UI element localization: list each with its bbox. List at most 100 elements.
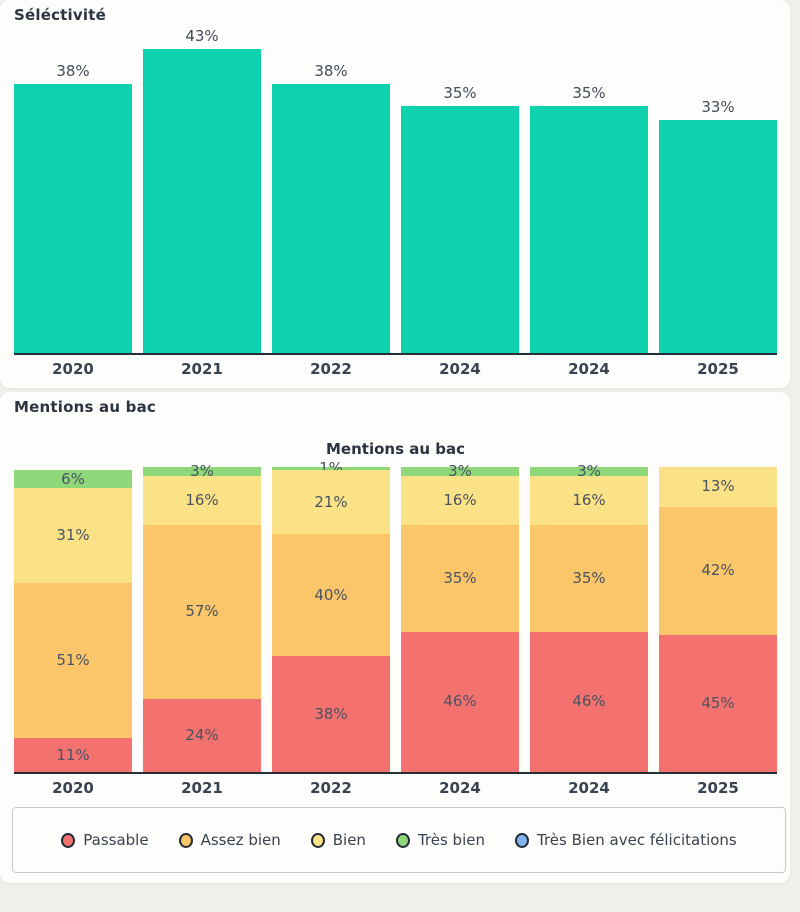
x-axis-tick-label: 2022 <box>310 360 352 378</box>
selectivity-bar <box>659 120 777 353</box>
x-axis-tick-label: 2021 <box>181 779 223 797</box>
selectivity-bar <box>530 106 648 353</box>
stack-segment-assez-bien: 35% <box>530 524 648 632</box>
stack-segment-passable: 38% <box>272 656 390 772</box>
mentions-stacked-column: 24% 57% 16% 3% <box>143 462 261 772</box>
legend-item-label: Passable <box>83 831 149 849</box>
x-axis-tick-label: 2020 <box>52 360 94 378</box>
segment-value-label: 21% <box>314 492 348 511</box>
stack-segment-tres-bien: 3% <box>143 462 261 481</box>
legend-color-swatch <box>178 832 193 848</box>
stack-segment-assez-bien: 57% <box>143 524 261 699</box>
segment-value-label: 35% <box>443 568 477 587</box>
segment-value-label: 6% <box>61 469 85 488</box>
stack-segment-passable: 24% <box>143 698 261 772</box>
mentions-stacked-column: 11% 51% 31% 6% <box>14 470 132 772</box>
legend-item-bien[interactable]: Bien <box>310 831 366 849</box>
segment-value-label: 42% <box>701 561 735 580</box>
x-axis-tick-label: 2021 <box>181 360 223 378</box>
legend-item-label: Très Bien avec félicitations <box>536 831 737 849</box>
selectivity-bar <box>401 106 519 353</box>
segment-value-label: 16% <box>443 491 477 510</box>
bar-value-label: 38% <box>314 62 348 80</box>
segment-value-label: 3% <box>577 462 601 481</box>
stack-segment-bien: 21% <box>272 470 390 535</box>
x-axis-tick-label: 2024 <box>439 360 481 378</box>
segment-value-label: 16% <box>572 491 606 510</box>
legend-item-passable[interactable]: Passable <box>61 831 149 849</box>
mentions-x-axis-labels: 2020 2021 2022 2024 2024 2025 <box>14 774 777 797</box>
x-axis-tick-label: 2022 <box>310 779 352 797</box>
bar-value-label: 33% <box>701 98 735 116</box>
x-axis-tick-label: 2020 <box>52 779 94 797</box>
legend-item-label: Assez bien <box>200 831 281 849</box>
selectivity-bar-slot: 35% <box>530 84 648 353</box>
stack-segment-assez-bien: 35% <box>401 524 519 632</box>
stack-segment-passable: 46% <box>530 631 648 772</box>
selectivity-section-title: Séléctivité <box>14 6 106 24</box>
segment-value-label: 13% <box>701 477 735 496</box>
selectivity-x-axis-line <box>14 353 777 355</box>
selectivity-bar-chart: 38% 43% 38% 35% 35% 33% <box>14 26 777 353</box>
legend-color-swatch <box>310 832 325 848</box>
mentions-chart-title: Mentions au bac <box>326 440 465 458</box>
mentions-stacked-column: 45% 42% 13% <box>659 467 777 772</box>
segment-value-label: 3% <box>448 462 472 481</box>
segment-value-label: 51% <box>56 651 90 670</box>
legend-item-label: Très bien <box>417 831 485 849</box>
stack-segment-passable: 46% <box>401 631 519 772</box>
segment-value-label: 3% <box>190 462 214 481</box>
stack-segment-bien: 16% <box>143 476 261 525</box>
selectivity-card: Séléctivité 38% 43% 38% 35% 35% 33% 2020 2021 2… <box>0 0 790 388</box>
segment-value-label: 45% <box>701 693 735 712</box>
mentions-x-axis-line <box>14 772 777 774</box>
selectivity-bar <box>272 84 390 353</box>
stack-segment-tres-bien: 3% <box>401 462 519 481</box>
stack-segment-assez-bien: 51% <box>14 582 132 739</box>
stack-segment-bien: 13% <box>659 467 777 507</box>
segment-value-label: 46% <box>443 692 477 711</box>
selectivity-bar-slot: 38% <box>14 62 132 353</box>
stack-segment-passable: 11% <box>14 738 132 772</box>
x-axis-tick-label: 2025 <box>697 360 739 378</box>
legend-item-tres-bien[interactable]: Très bien <box>395 831 485 849</box>
stack-segment-bien: 16% <box>530 476 648 525</box>
bar-value-label: 35% <box>443 84 477 102</box>
segment-value-label: 31% <box>56 526 90 545</box>
legend-item-label: Bien <box>332 831 366 849</box>
legend-item-assez-bien[interactable]: Assez bien <box>178 831 281 849</box>
stack-segment-bien: 16% <box>401 476 519 525</box>
legend-item-tres-bien-avec-felicitations[interactable]: Très Bien avec félicitations <box>514 831 737 849</box>
segment-value-label: 35% <box>572 568 606 587</box>
segment-value-label: 57% <box>185 602 219 621</box>
stack-segment-assez-bien: 42% <box>659 506 777 635</box>
selectivity-x-axis-labels: 2020 2021 2022 2024 2024 2025 <box>14 355 777 378</box>
mentions-stacked-column: 46% 35% 16% 3% <box>401 462 519 772</box>
segment-value-label: 11% <box>56 745 90 764</box>
selectivity-bar <box>14 84 132 353</box>
bar-value-label: 38% <box>56 62 90 80</box>
segment-value-label: 24% <box>185 725 219 744</box>
selectivity-bar-slot: 38% <box>272 62 390 353</box>
selectivity-bar <box>143 49 261 353</box>
mentions-card: Mentions au bac Mentions au bac 11% 51% 31… <box>0 392 790 883</box>
stack-segment-assez-bien: 40% <box>272 534 390 657</box>
mentions-stacked-chart: 11% 51% 31% 6% 24% 57% 16% 3% 38% 40% 21% 1% 46% 35% 1… <box>14 461 777 772</box>
stack-segment-bien: 31% <box>14 488 132 583</box>
x-axis-tick-label: 2024 <box>568 360 610 378</box>
x-axis-tick-label: 2025 <box>697 779 739 797</box>
segment-value-label: 46% <box>572 692 606 711</box>
x-axis-tick-label: 2024 <box>439 779 481 797</box>
page: Séléctivité 38% 43% 38% 35% 35% 33% 2020 2021 2… <box>0 0 790 883</box>
stack-segment-tres-bien: 3% <box>530 462 648 481</box>
legend-color-swatch <box>395 832 410 848</box>
mentions-stacked-column: 46% 35% 16% 3% <box>530 462 648 772</box>
stack-segment-tres-bien: 6% <box>14 469 132 489</box>
mentions-stacked-column: 38% 40% 21% 1% <box>272 461 390 772</box>
bar-value-label: 43% <box>185 27 219 45</box>
selectivity-bar-slot: 35% <box>401 84 519 353</box>
selectivity-bar-slot: 33% <box>659 98 777 353</box>
mentions-legend: Passable Assez bien Bien Très bien Très Bien… <box>12 807 786 873</box>
legend-color-swatch <box>514 832 529 848</box>
segment-value-label: 38% <box>314 704 348 723</box>
